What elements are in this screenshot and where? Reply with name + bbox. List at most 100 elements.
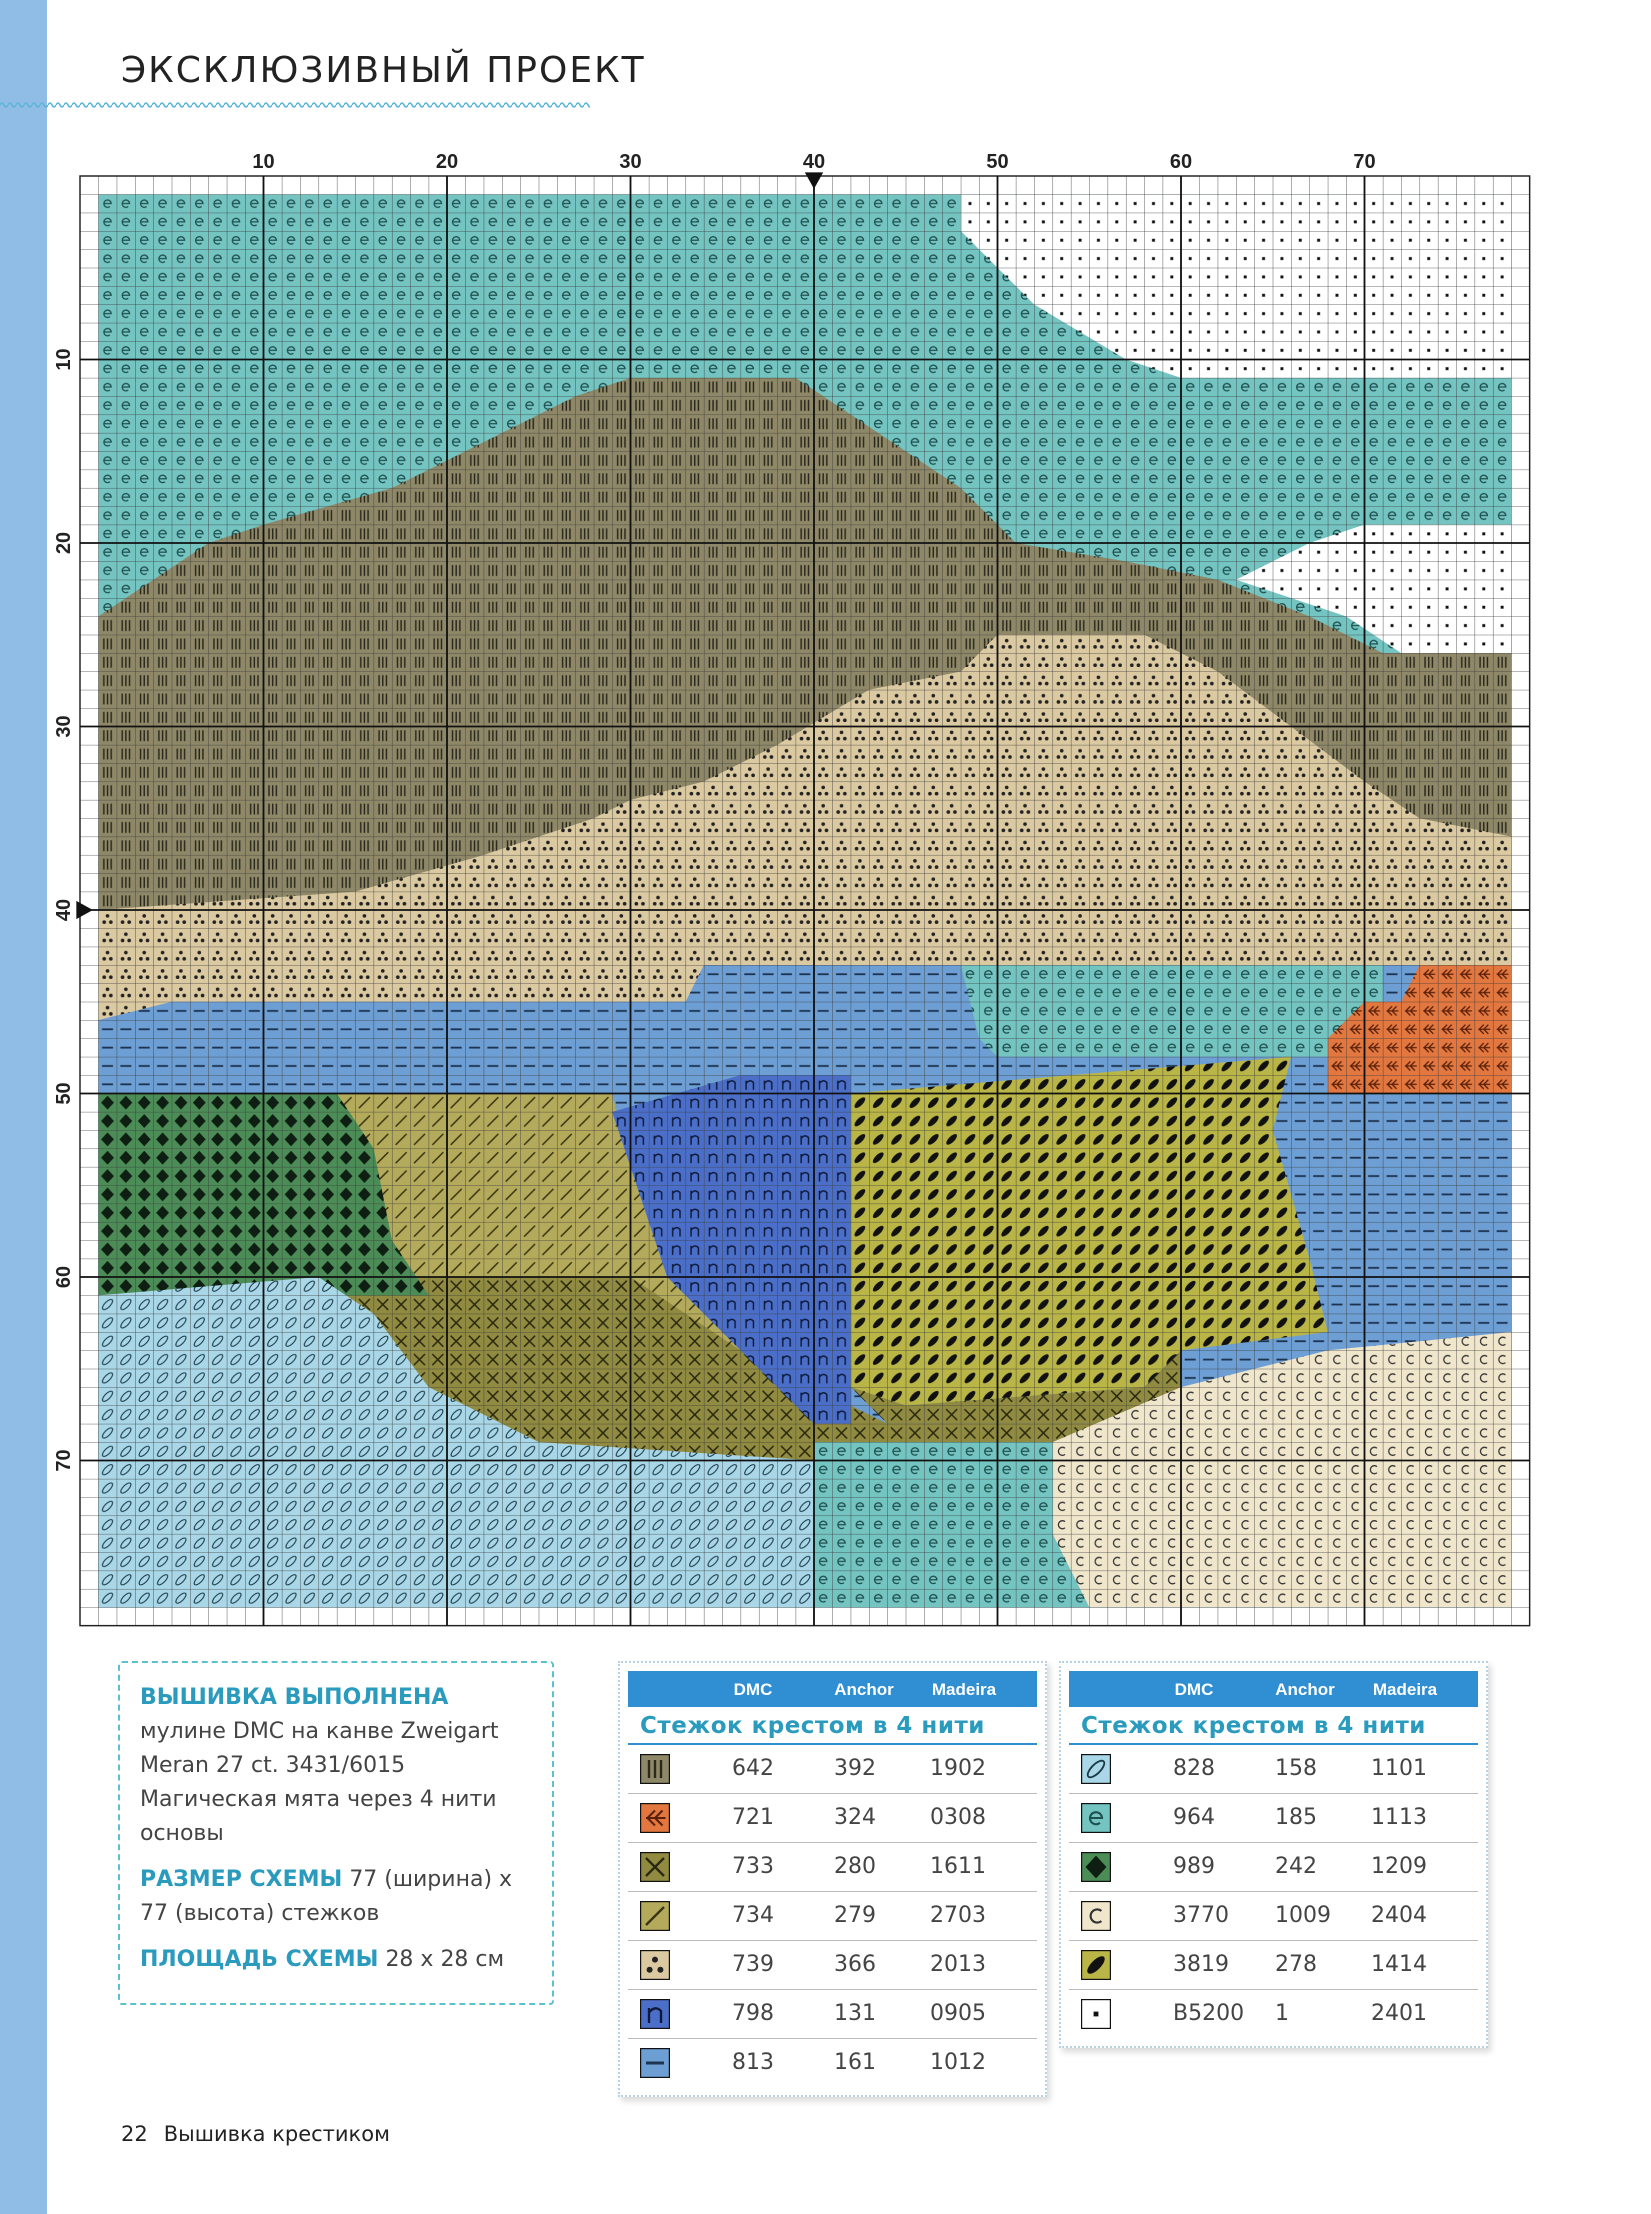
legend-cell: 1113	[1371, 1805, 1427, 1830]
row-label: 30	[53, 715, 75, 737]
column-label: 50	[986, 151, 1008, 173]
legend-row: 3819 278 1414	[1069, 1941, 1478, 1990]
legend-cell: 1902	[930, 1756, 986, 1781]
swatch	[640, 2048, 670, 2078]
legend-cell: 161	[834, 2050, 876, 2075]
swatch	[640, 1999, 670, 2029]
column-header: Anchor	[834, 1680, 894, 1699]
legend-cell: 0308	[930, 1805, 986, 1830]
legend-cell: 185	[1275, 1805, 1317, 1830]
legend-row: 642 392 1902	[628, 1745, 1037, 1794]
info-text: 77 (ширина) x 77 (высота) стежков	[140, 1867, 513, 1926]
page-title: ЭКСКЛЮЗИВНЫЙ ПРОЕКТ	[121, 50, 646, 91]
legend-cell: 798	[732, 2001, 774, 2026]
grid-border	[79, 175, 1531, 1627]
legend-table: DMC Anchor Madeira Стежок крестом в 4 нити 8…	[1059, 1661, 1488, 2048]
swatch-fill	[640, 1803, 670, 1833]
legend-cell: 279	[834, 1903, 876, 1928]
swatch-fill	[1081, 1852, 1111, 1882]
legend-cell: 242	[1275, 1854, 1317, 1879]
legend-row: 964 185 1113	[1069, 1794, 1478, 1843]
swatch	[640, 1803, 670, 1833]
legend-cell: 2404	[1371, 1903, 1427, 1928]
column-label: 30	[619, 151, 641, 173]
swatch	[1081, 1901, 1111, 1931]
legend-cell: 1209	[1371, 1854, 1427, 1879]
swatch	[1081, 1950, 1111, 1980]
legend-cell: 3770	[1173, 1903, 1229, 1928]
page-number: 22	[121, 2122, 148, 2146]
column-header: Madeira	[1372, 1680, 1438, 1699]
info-lead: РАЗМЕР СХЕМЫ	[140, 1867, 343, 1892]
legend-subtitle: Стежок крестом в 4 нити	[628, 1707, 1037, 1745]
swatch-fill	[1081, 1803, 1111, 1833]
stitch-grid	[76, 172, 1531, 1627]
legend-cell: 1	[1275, 2001, 1289, 2026]
info-lead: ВЫШИВКА ВЫПОЛНЕНА	[140, 1685, 449, 1710]
legend-row: 989 242 1209	[1069, 1843, 1478, 1892]
column-label: 60	[1170, 151, 1192, 173]
legend-cell: 131	[834, 2001, 876, 2026]
info-paragraph: РАЗМЕР СХЕМЫ 77 (ширина) x 77 (высота) с…	[140, 1863, 532, 1931]
legend-row: 721 324 0308	[628, 1794, 1037, 1843]
legend-cell: 734	[732, 1903, 774, 1928]
swatch	[640, 1950, 670, 1980]
legend-cell: 1414	[1371, 1952, 1427, 1977]
row-label: 50	[53, 1082, 75, 1104]
legend-cell: 813	[732, 2050, 774, 2075]
legend-cell: 989	[1173, 1854, 1215, 1879]
swatch	[1081, 1852, 1111, 1882]
legend-cell: 2401	[1371, 2001, 1427, 2026]
legend-row: 813 161 1012	[628, 2039, 1037, 2087]
legend-cell: 1611	[930, 1854, 986, 1879]
legend-cell: 3819	[1173, 1952, 1229, 1977]
side-strip	[0, 0, 47, 2214]
info-paragraph: ВЫШИВКА ВЫПОЛНЕНА мулине DMC на канве Zw…	[140, 1681, 532, 1851]
column-label: 70	[1353, 151, 1375, 173]
legend-header: DMC Anchor Madeira	[628, 1671, 1037, 1707]
swatch-fill	[640, 1999, 670, 2029]
row-label: 60	[53, 1266, 75, 1288]
legend-row: 739 366 2013	[628, 1941, 1037, 1990]
swatch-fill	[640, 1950, 670, 1980]
legend-row: 733 280 1611	[628, 1843, 1037, 1892]
legend-cell: 1012	[930, 2050, 986, 2075]
row-label: 10	[53, 348, 75, 370]
pattern-chart: 10 20 30 40 50 60 70 10 20 30 40 50 60 70	[0, 100, 1531, 1627]
swatch	[640, 1754, 670, 1784]
column-header: Madeira	[931, 1680, 997, 1699]
swatch	[640, 1901, 670, 1931]
legend-cell: 828	[1173, 1756, 1215, 1781]
legend-cell: 158	[1275, 1756, 1317, 1781]
info-lead: ПЛОЩАДЬ СХЕМЫ	[140, 1947, 379, 1972]
column-label: 40	[803, 151, 825, 173]
swatch-fill	[1081, 1999, 1111, 2029]
info-text: мулине DMC на канве Zweigart Meran 27 ct…	[140, 1719, 499, 1846]
legend-cell: 1101	[1371, 1756, 1427, 1781]
legend-row: 798 131 0905	[628, 1990, 1037, 2039]
legend-cell: 733	[732, 1854, 774, 1879]
legend-row: 828 158 1101	[1069, 1745, 1478, 1794]
footer: 22 Вышивка крестиком	[121, 2122, 390, 2146]
legend-cell: 278	[1275, 1952, 1317, 1977]
legend-cell: 1009	[1275, 1903, 1331, 1928]
swatch-fill	[640, 1901, 670, 1931]
legend-cell: 739	[732, 1952, 774, 1977]
swatch-fill	[1081, 1950, 1111, 1980]
column-label: 20	[436, 151, 458, 173]
column-label: 10	[252, 151, 274, 173]
legend-cell: 2013	[930, 1952, 986, 1977]
legend-row: B5200 1 2401	[1069, 1990, 1478, 2038]
legend-cell: 642	[732, 1756, 774, 1781]
column-header: Anchor	[1275, 1680, 1335, 1699]
swatch	[1081, 1999, 1111, 2029]
legend-cell: 964	[1173, 1805, 1215, 1830]
legend-cell: 2703	[930, 1903, 986, 1928]
row-label: 40	[53, 899, 75, 921]
info-box: ВЫШИВКА ВЫПОЛНЕНА мулине DMC на канве Zw…	[118, 1661, 554, 2005]
title-underline	[0, 100, 590, 112]
legend-subtitle: Стежок крестом в 4 нити	[1069, 1707, 1478, 1745]
column-header: DMC	[1174, 1680, 1214, 1699]
legend-cell: 366	[834, 1952, 876, 1977]
